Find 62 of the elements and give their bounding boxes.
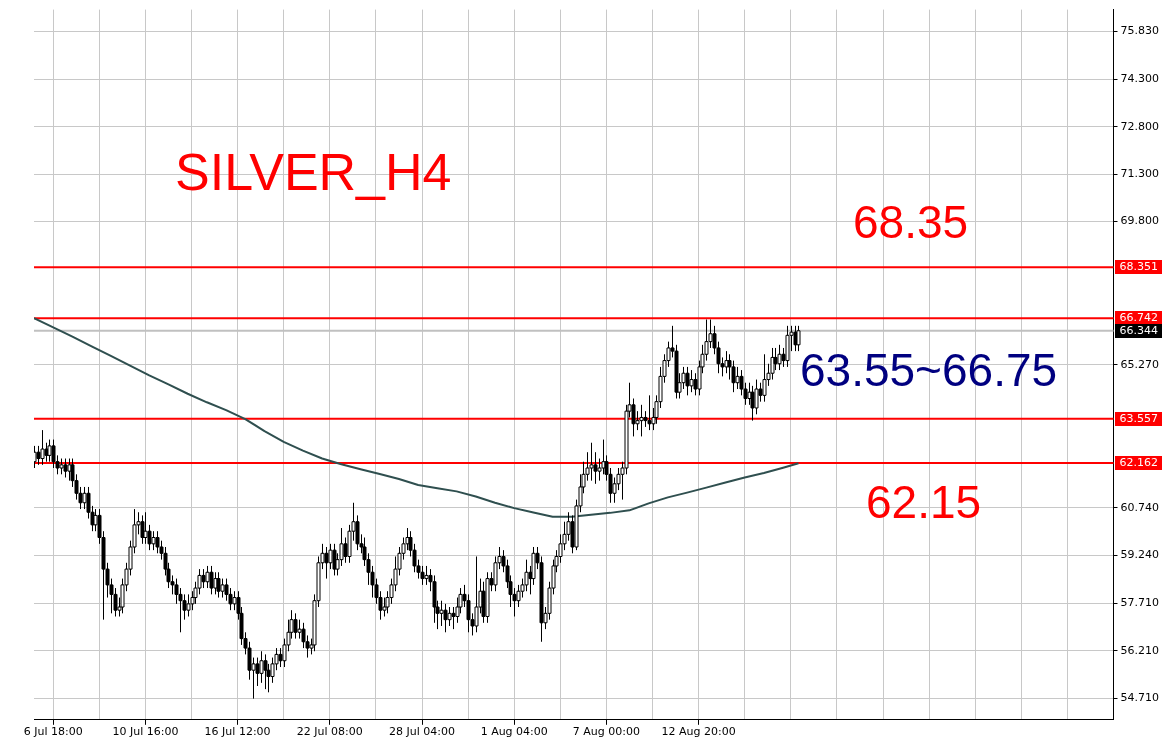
ref-line-label: 66.344 (1114, 323, 1162, 338)
candlestick (263, 653, 268, 690)
candlestick (324, 546, 329, 580)
candlestick (209, 565, 214, 595)
candlestick (47, 439, 52, 463)
x-tick-label: 10 Jul 16:00 (112, 725, 179, 739)
candlestick (443, 603, 448, 633)
candlestick (186, 593, 191, 617)
candlestick (297, 619, 302, 640)
annotation: 63.55~66.75 (800, 344, 1058, 396)
y-tick-label: 59.240 (1120, 548, 1160, 562)
candlestick (796, 325, 801, 352)
candlestick (151, 530, 156, 551)
candlestick (773, 347, 778, 371)
x-tick-label: 12 Aug 20:00 (661, 725, 736, 739)
text: SILVER_H4 (175, 143, 452, 201)
ref-line-label: 68.351 (1114, 260, 1162, 275)
candlestick (82, 486, 87, 510)
candlestick (589, 442, 594, 482)
candlestick (216, 571, 221, 599)
y-tick-label: 72.800 (1120, 119, 1160, 133)
candlestick (439, 600, 444, 627)
candlestick (40, 429, 45, 466)
candlestick (143, 511, 148, 545)
ref-line-label: 63.557 (1114, 411, 1162, 426)
y-tick-label: 57.710 (1120, 596, 1160, 610)
ref-line-label: 66.742 (1114, 311, 1162, 326)
candlestick (293, 612, 298, 640)
y-tick-label: 69.800 (1120, 214, 1160, 228)
candlestick (777, 344, 782, 371)
x-tick-label: 6 Jul 18:00 (23, 725, 83, 739)
candlestick (689, 369, 694, 393)
y-tick-label: 71.300 (1120, 167, 1160, 181)
candlestick (762, 353, 767, 403)
candlestick (220, 578, 225, 599)
candlestick (685, 366, 690, 396)
candlestick (447, 606, 452, 627)
candlestick (735, 366, 740, 390)
x-tick-label: 28 Jul 04:00 (389, 725, 455, 739)
candlestick (332, 543, 337, 576)
x-tick-label: 7 Aug 00:00 (572, 725, 640, 739)
candlestick (205, 565, 210, 589)
candlestick (424, 565, 429, 586)
annotation: 62.15 (866, 476, 982, 528)
candlestick (451, 606, 456, 630)
candlestick (140, 514, 145, 545)
y-tick-label: 54.710 (1120, 691, 1160, 705)
y-tick-label: 56.210 (1120, 643, 1160, 657)
annotation: 68.35 (853, 196, 969, 248)
x-tick-label: 22 Jul 08:00 (296, 725, 363, 739)
candlestick (201, 568, 206, 589)
candlestick (750, 385, 755, 422)
y-tick-label: 60.740 (1120, 500, 1160, 514)
candlestick (278, 647, 283, 668)
ref-line-label: 62.162 (1114, 455, 1162, 470)
candlestick (474, 555, 479, 633)
x-tick-label: 1 Aug 04:00 (480, 725, 548, 739)
y-tick-label: 74.300 (1120, 72, 1160, 86)
x-tick-label: 16 Jul 12:00 (204, 725, 271, 739)
y-tick-label: 65.270 (1120, 357, 1160, 371)
candlestick (232, 590, 237, 611)
y-tick-label: 75.830 (1120, 23, 1160, 37)
